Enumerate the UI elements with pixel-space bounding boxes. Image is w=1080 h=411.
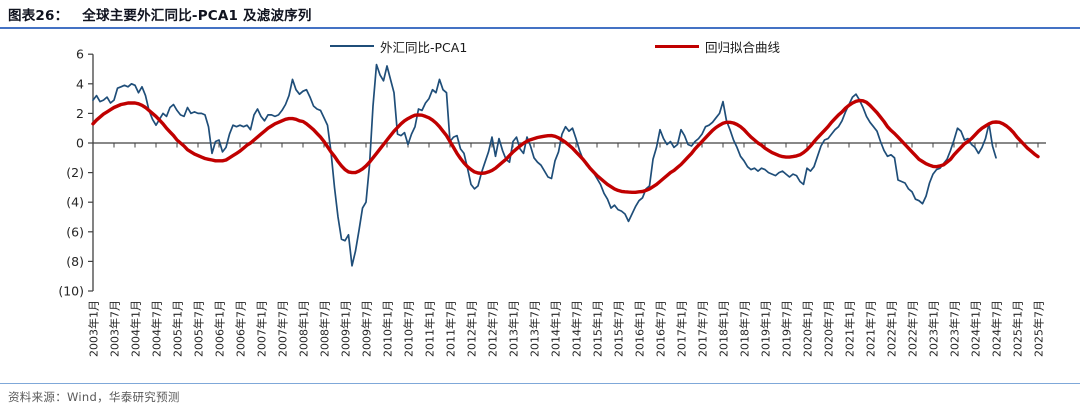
x-axis-tick-label: 2016年1月 [633,300,647,357]
x-axis-tick-label: 2015年1月 [591,300,605,357]
x-axis-tick-label: 2021年7月 [864,300,878,357]
x-axis-tick-label: 2016年7月 [654,300,668,357]
x-axis-tick-label: 2023年1月 [927,300,941,357]
y-axis-tick-label: (8) [66,254,84,269]
x-axis-tick-label: 2005年7月 [192,300,206,357]
y-axis-tick-label: 4 [76,76,84,91]
x-axis-tick-label: 2010年7月 [402,300,416,357]
x-axis-tick-label: 2021年1月 [843,300,857,357]
x-axis-tick-label: 2012年1月 [465,300,479,357]
x-axis-tick-label: 2013年7月 [528,300,542,357]
x-axis-tick-label: 2009年7月 [360,300,374,357]
x-axis-tick-label: 2014年1月 [549,300,563,357]
x-axis-tick-label: 2008年7月 [318,300,332,357]
x-axis-tick-label: 2017年7月 [696,300,710,357]
x-axis-tick-label: 2011年1月 [423,300,437,357]
x-axis-tick-label: 2005年1月 [171,300,185,357]
figure-title: 全球主要外汇同比-PCA1 及滤波序列 [82,7,312,24]
x-axis-tick-label: 2024年7月 [990,300,1004,357]
legend-label-fitted: 回归拟合曲线 [705,39,781,55]
x-axis-tick-label: 2014年7月 [570,300,584,357]
line-chart-plot: 6 4 2 0 (2) (4) (6) (8) (10)2003年1月 2003年7月 2004年1… [58,47,1046,357]
legend-item-fitted: 回归拟合曲线 [655,39,781,55]
figure-header: 图表26： 全球主要外汇同比-PCA1 及滤波序列 [0,0,1080,29]
x-axis-tick-label: 2007年1月 [255,300,269,357]
blue-line-swatch-icon [330,45,374,47]
figure-footer: 资料来源：Wind，华泰研究预测 [0,383,1080,411]
x-axis-tick-label: 2022年1月 [885,300,899,357]
y-axis-tick-label: 6 [76,47,84,62]
x-axis-tick-label: 2017年1月 [675,300,689,357]
figure-number-label: 图表26： [8,7,69,24]
x-axis-tick-label: 2020年7月 [822,300,836,357]
source-text: 资料来源：Wind，华泰研究预测 [8,390,180,404]
x-axis-tick-label: 2024年1月 [969,300,983,357]
y-axis-tick-label: (10) [58,284,84,299]
x-axis-tick-label: 2015年7月 [612,300,626,357]
x-axis-tick-label: 2011年7月 [444,300,458,357]
x-axis-tick-label: 2020年1月 [801,300,815,357]
x-axis-tick-label: 2009年1月 [339,300,353,357]
x-axis-tick-label: 2004年1月 [129,300,143,357]
pca1-series-line [92,63,997,267]
x-axis-tick-label: 2003年7月 [108,300,122,357]
x-axis-tick-label: 2025年7月 [1032,300,1046,357]
y-axis-tick-label: (6) [66,224,84,239]
x-axis-tick-label: 2006年7月 [234,300,248,357]
x-axis-tick-label: 2008年1月 [297,300,311,357]
x-axis-tick-label: 2025年1月 [1011,300,1025,357]
x-axis-tick-label: 2022年7月 [906,300,920,357]
x-axis-tick-label: 2018年7月 [738,300,752,357]
x-axis-tick-label: 2018年1月 [717,300,731,357]
legend-label-pca1: 外汇同比-PCA1 [380,39,468,55]
y-axis-tick-label: 0 [76,136,84,151]
x-axis-tick-label: 2019年1月 [759,300,773,357]
x-axis-tick-label: 2003年1月 [87,300,101,357]
x-axis-tick-label: 2006年1月 [213,300,227,357]
x-axis-tick-label: 2019年7月 [780,300,794,357]
legend-item-pca1: 外汇同比-PCA1 [330,39,468,55]
fitted-curve-line [91,98,1040,195]
y-axis-tick-label: (2) [66,165,84,180]
x-axis-tick-label: 2007年7月 [276,300,290,357]
y-axis-tick-label: (4) [66,195,84,210]
red-line-swatch-icon [655,44,699,48]
x-axis-tick-label: 2010年1月 [381,300,395,357]
x-axis-tick-label: 2013年1月 [507,300,521,357]
y-axis-tick-label: 2 [76,106,84,121]
x-axis-tick-label: 2004年7月 [150,300,164,357]
x-axis-tick-label: 2023年7月 [948,300,962,357]
x-axis-tick-label: 2012年7月 [486,300,500,357]
